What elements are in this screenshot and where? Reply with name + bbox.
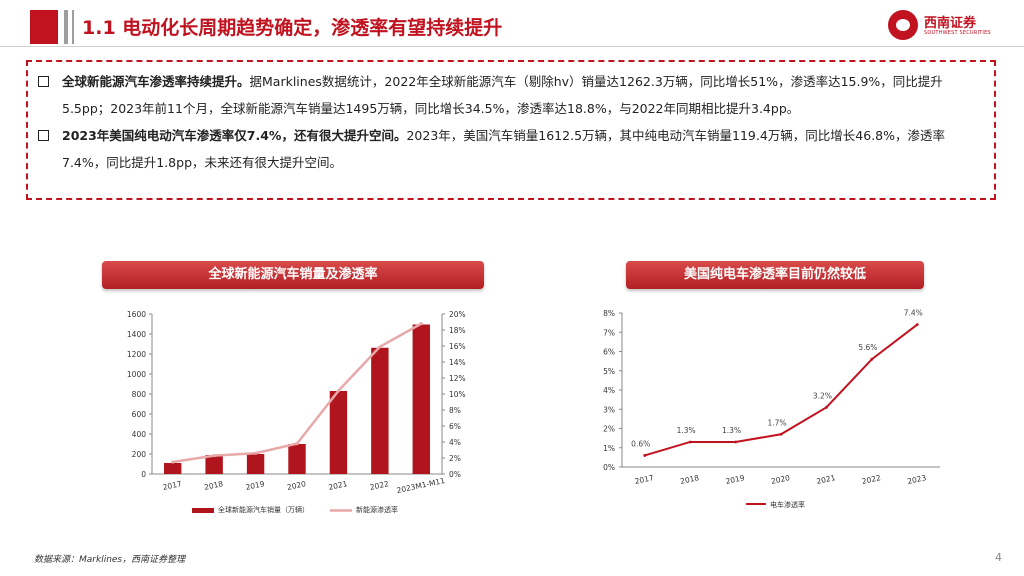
bullet-heading: 全球新能源汽车渗透率持续提升。 [62,74,250,89]
data-label: 1.3% [722,426,741,435]
sales-bar [205,455,223,474]
bev-penetration-point [779,432,783,436]
x-tick-label: 2022 [369,479,390,492]
sales-bar [164,463,182,474]
x-tick-label: 2018 [679,473,700,486]
summary-box: 全球新能源汽车渗透率持续提升。据Marklines数据统计，2022年全球新能源… [26,60,996,200]
y-tick-label-left: 1600 [127,310,146,319]
y-tick-label: 5% [603,367,615,376]
legend-label-rate: 新能源渗透率 [356,505,398,514]
data-label: 1.7% [767,418,786,427]
y-tick-label-right: 12% [449,374,466,383]
data-label: 5.6% [858,343,877,352]
y-tick-label-left: 600 [132,410,147,419]
global-nev-sales-chart: 0 200 400 600 800 1000 1200 1400 1600 0% 2% 4% 6% 8% 1… [127,310,466,514]
y-tick-label: 3% [603,405,615,414]
us-bev-penetration-chart: 0% 1% 2% 3% 4% 5% 6% 7% 8% 0.6% 1.3% 1.3% 1.7% 3.2% 5.… [603,309,940,509]
sales-bar [412,324,430,474]
y-tick-label: 0% [603,463,615,472]
x-tick-label: 2021 [816,473,837,486]
summary-bullet: 全球新能源汽车渗透率持续提升。据Marklines数据统计，2022年全球新能源… [38,68,984,122]
data-label: 7.4% [904,309,923,318]
x-tick-label: 2020 [286,479,307,492]
y-tick-label-right: 0% [449,470,461,479]
y-tick-label-left: 0 [141,470,146,479]
sales-bar [246,454,265,474]
company-logo: 西南证券 SOUTHWEST SECURITIES [888,10,998,44]
bullet-body: 2023年，美国汽车销量1612.5万辆，其中纯电动汽车销量119.4万辆，同比… [62,128,946,170]
penetration-point [171,460,175,464]
y-tick-label: 8% [603,309,615,318]
bullet-body: 据Marklines数据统计，2022年全球新能源汽车（剔除hv）销量达1262… [62,74,943,116]
x-tick-label: 2022 [861,473,882,486]
y-tick-label-right: 4% [449,438,461,447]
sales-bar [288,444,306,474]
logo-emblem-icon [888,10,918,40]
chart-title-global-nev: 全球新能源汽车销量及渗透率 [102,261,484,289]
penetration-point [336,389,341,393]
y-tick-label-right: 10% [449,390,466,399]
y-tick-label-right: 6% [449,422,461,431]
x-tick-label: 2023M1-M11 [396,476,446,495]
x-tick-label: 2018 [203,479,224,492]
y-tick-label: 2% [603,425,615,434]
y-tick-label-right: 16% [449,342,466,351]
x-tick-label: 2019 [725,473,746,486]
x-tick-label: 2021 [328,479,349,492]
bev-penetration-point [915,323,919,326]
y-tick-label-left: 1200 [127,350,146,359]
sales-bar [371,347,389,474]
x-tick-label: 2017 [634,473,655,486]
y-tick-label-left: 400 [132,430,147,439]
data-label: 3.2% [813,391,832,400]
data-label: 1.3% [677,426,696,435]
page-title: 1.1 电动化长周期趋势确定，渗透率有望持续提升 [82,17,503,39]
penetration-point [378,345,382,349]
penetration-point [212,454,216,458]
bullet-heading: 2023年美国纯电动汽车渗透率仅7.4%，还有很大提升空间。 [62,128,407,143]
checkbox-bullet-icon [38,76,49,87]
data-label: 0.6% [631,439,650,448]
y-tick-label-left: 1000 [127,370,146,379]
data-source-note: 数据来源：Marklines，西南证券整理 [34,555,186,565]
sales-bar [329,391,348,474]
penetration-point [253,451,258,455]
y-tick-label: 4% [603,386,615,395]
summary-bullet: 2023年美国纯电动汽车渗透率仅7.4%，还有很大提升空间。2023年，美国汽车… [38,122,984,176]
bev-penetration-point [870,357,874,361]
header-divider [0,46,1024,47]
chart-title-us-bev: 美国纯电车渗透率目前仍然较低 [626,261,924,289]
page-number: 4 [995,551,1002,564]
x-tick-label: 2017 [162,479,183,492]
y-tick-label: 7% [603,328,615,337]
x-tick-label: 2023 [906,473,927,486]
bev-penetration-point [688,440,692,444]
bev-penetration-point [643,454,647,457]
penetration-point [419,322,423,326]
title-divider-thin [72,10,74,44]
y-tick-label-right: 18% [449,326,466,335]
logo-subtext: SOUTHWEST SECURITIES [924,30,991,36]
y-tick-label: 1% [603,444,615,453]
penetration-point [295,442,299,446]
y-tick-label-left: 1400 [127,330,146,339]
y-tick-label-left: 200 [132,450,147,459]
legend-swatch-sales [192,508,214,513]
legend-label-sales: 全球新能源汽车销量（万辆） [218,505,309,514]
y-tick-label: 6% [603,348,615,357]
y-tick-label-right: 14% [449,358,466,367]
bev-penetration-point [734,440,737,444]
logo-name: 西南证券 [924,16,977,31]
y-tick-label-right: 20% [449,310,466,319]
checkbox-bullet-icon [38,130,49,141]
title-accent-bar [30,10,58,44]
y-tick-label-right: 2% [449,454,461,463]
y-tick-label-right: 8% [449,406,461,415]
x-tick-label: 2020 [770,473,791,486]
title-divider [64,10,68,44]
x-tick-label: 2019 [245,479,266,492]
y-tick-label-left: 800 [132,390,147,399]
legend-label: 电车渗透率 [770,500,805,509]
bev-penetration-point [825,405,828,409]
